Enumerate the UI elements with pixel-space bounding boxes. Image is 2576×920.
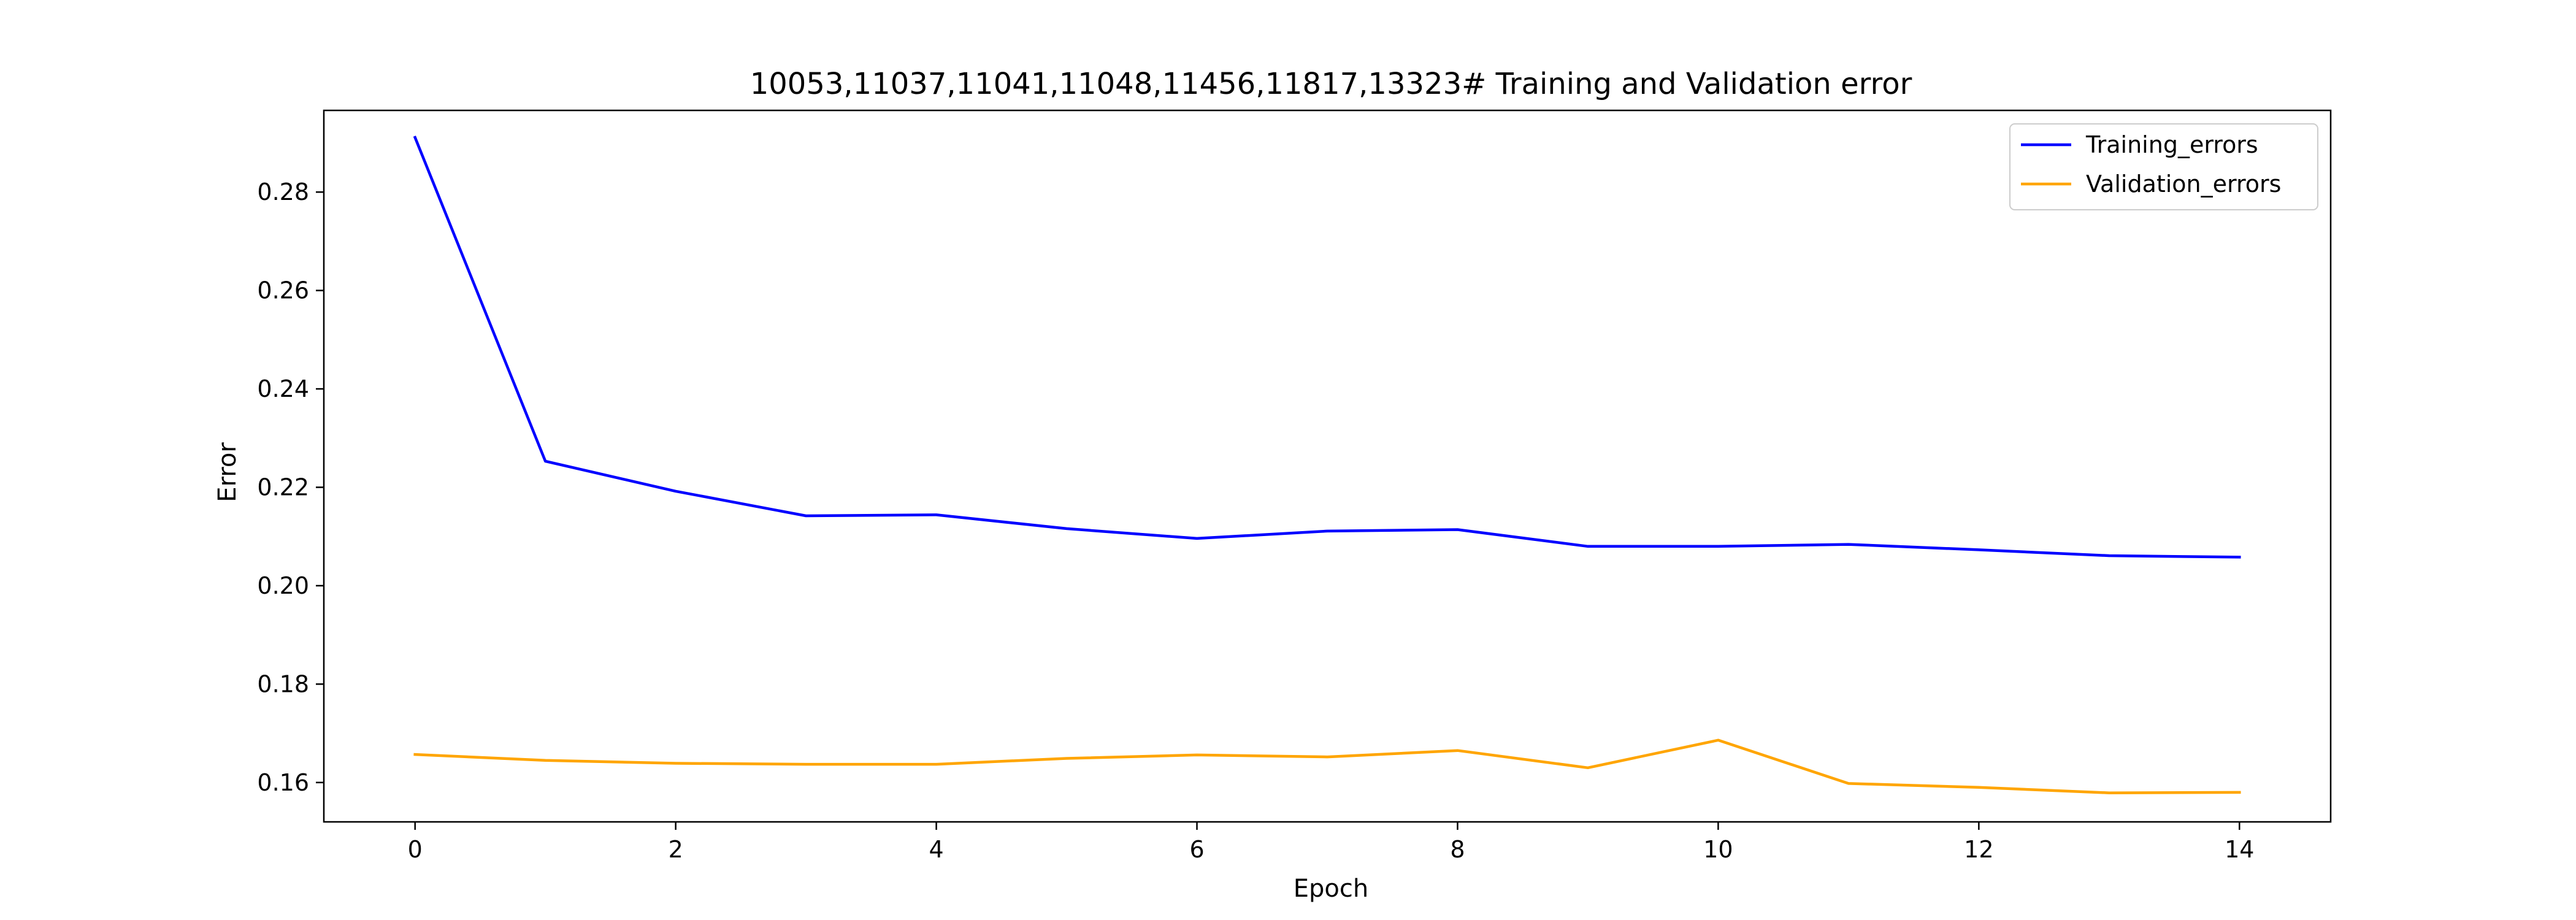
legend-label: Training_errors [2085, 131, 2258, 158]
y-tick-label: 0.24 [257, 375, 309, 402]
y-tick-label: 0.18 [257, 670, 309, 697]
x-tick-label: 4 [929, 836, 944, 863]
series-line-training-errors [413, 136, 2241, 559]
y-tick-label: 0.20 [257, 572, 309, 599]
x-tick-label: 12 [1964, 836, 1993, 863]
series-line-validation-errors [413, 738, 2241, 794]
x-tick-label: 14 [2225, 836, 2254, 863]
y-tick-label: 0.28 [257, 178, 309, 205]
legend-label: Validation_errors [2086, 171, 2281, 197]
plot-area: 0 2 4 6 8 10 12 14 0.16 0.18 0.20 0.22 0.24 0.26 0.28 [257, 109, 2332, 863]
x-tick-label: 8 [1450, 836, 1465, 863]
y-axis-title: Error [213, 442, 242, 502]
plot-frame [323, 109, 2332, 823]
chart-title: 10053,11037,11041,11048,11456,11817,1332… [750, 67, 1912, 101]
x-tick-label: 2 [669, 836, 683, 863]
x-tick-label: 0 [408, 836, 423, 863]
x-axis-title: Epoch [1294, 875, 1368, 903]
y-tick-label: 0.26 [257, 277, 309, 304]
y-tick-label: 0.16 [257, 769, 309, 796]
y-tick-label: 0.22 [257, 473, 309, 500]
legend: Training_errors Validation_errors [2009, 123, 2318, 210]
legend-box [2009, 123, 2318, 210]
x-tick-label: 6 [1189, 836, 1204, 863]
x-tick-label: 10 [1703, 836, 1733, 863]
